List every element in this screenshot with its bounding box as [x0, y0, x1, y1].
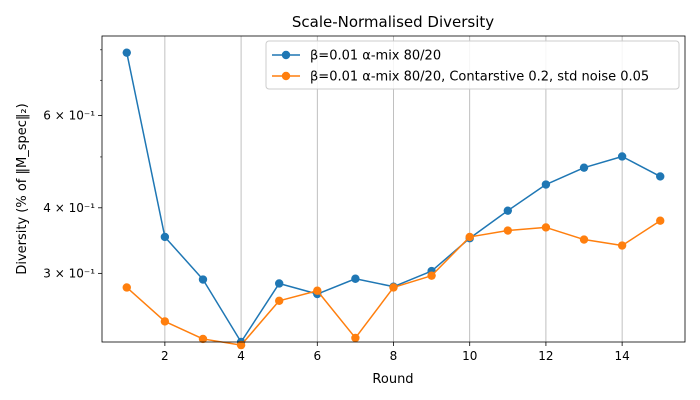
series-1-point — [617, 152, 627, 161]
series-2-point — [427, 271, 436, 280]
x-tick-label: 2 — [161, 349, 169, 363]
x-tick-label: 4 — [237, 349, 245, 363]
plot-frame — [101, 35, 686, 343]
series-1-point — [579, 163, 589, 172]
x-tick-label: 12 — [538, 349, 553, 363]
x-tick-label: 6 — [313, 349, 321, 363]
y-axis-label: Diversity (% of ‖M_spec‖₂) — [15, 103, 30, 274]
y-tick-label: 3 × 10⁻¹ — [43, 266, 95, 280]
series-2-point — [122, 283, 131, 292]
series-2-point — [541, 223, 551, 232]
series-2-point — [236, 340, 246, 350]
series-2-point — [579, 235, 589, 244]
series-2-point — [274, 296, 284, 305]
legend: β=0.01 α-mix 80/20 β=0.01 α-mix 80/20, Co… — [265, 40, 680, 90]
series-2-point — [656, 216, 665, 225]
x-axis-label: Round — [372, 372, 413, 387]
series-2-point — [389, 283, 398, 292]
series-1-point — [274, 279, 284, 288]
series-2-point — [465, 232, 474, 242]
series-1-point — [160, 232, 170, 242]
series-2-point — [160, 317, 170, 326]
series-2-point — [313, 286, 322, 295]
x-axis: 2 4 6 8 10 12 14 — [161, 342, 630, 363]
legend-swatch-marker — [281, 71, 291, 81]
y-tick-label: 6 × 10⁻¹ — [43, 108, 95, 122]
series-1-point — [541, 180, 551, 189]
legend-label: β=0.01 α-mix 80/20 — [310, 49, 441, 64]
x-tick-label: 14 — [614, 349, 629, 363]
legend-swatch-marker — [281, 50, 291, 60]
x-tick-label: 8 — [390, 349, 398, 363]
chart-title: Scale-Normalised Diversity — [292, 13, 494, 31]
x-tick-label: 10 — [462, 349, 477, 363]
series-1-point — [503, 206, 513, 215]
y-tick-label: 4 × 10⁻¹ — [43, 201, 95, 215]
series-lines — [122, 48, 665, 350]
series-1-point — [198, 275, 208, 284]
legend-box — [265, 40, 680, 90]
series-1-point — [656, 172, 665, 181]
y-axis: 3 × 10⁻¹ 4 × 10⁻¹ 6 × 10⁻¹ — [43, 49, 102, 280]
series-1-point — [351, 274, 360, 283]
series-1-point — [122, 48, 131, 57]
series-2-point — [617, 241, 627, 250]
series-2-point — [198, 334, 208, 344]
series-2-point — [351, 333, 360, 343]
series-2-point — [503, 226, 513, 235]
legend-label: β=0.01 α-mix 80/20, Contarstive 0.2, std… — [310, 70, 649, 85]
